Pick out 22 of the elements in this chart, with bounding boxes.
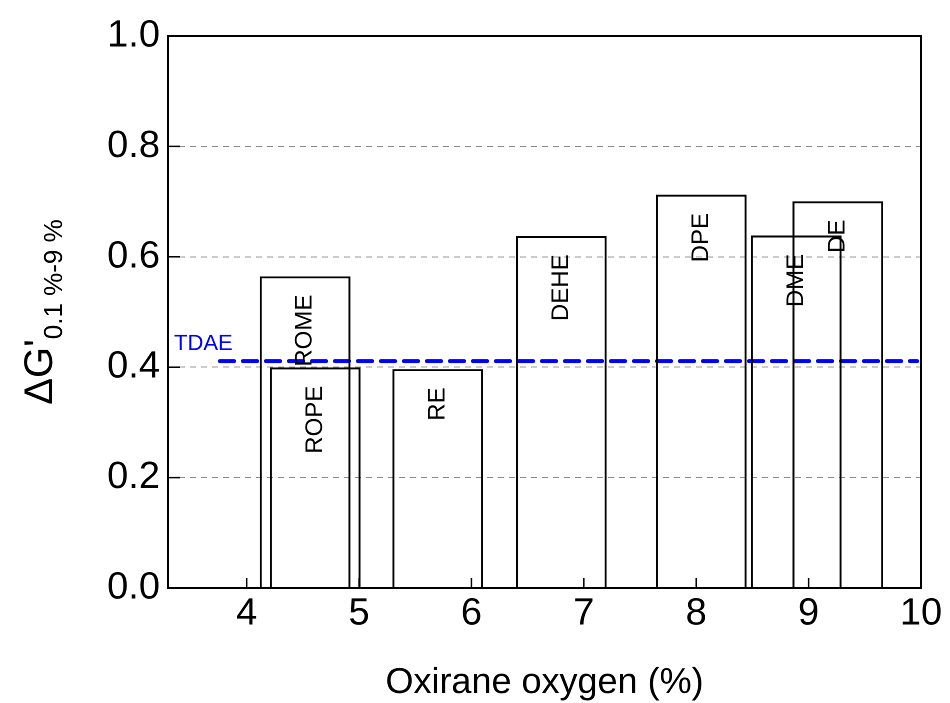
y-tick-label: 0.8 bbox=[107, 124, 160, 166]
annotation: ROME bbox=[290, 294, 318, 367]
annotation: DPE bbox=[686, 212, 714, 262]
annotation: DE bbox=[823, 220, 850, 253]
x-tick-label: 10 bbox=[900, 591, 942, 634]
annotation: ROPE bbox=[300, 386, 328, 454]
ref-line-label: TDAE bbox=[174, 330, 233, 356]
y-tick-label: 0.2 bbox=[107, 455, 160, 498]
x-tick-label: 6 bbox=[460, 591, 482, 634]
y-tick-label: 0.4 bbox=[107, 344, 160, 387]
x-tick-label: 8 bbox=[686, 591, 707, 634]
annotation: DEHE bbox=[546, 254, 574, 322]
x-axis-title: Oxirane oxygen (%) bbox=[385, 660, 704, 701]
x-tick-label: 5 bbox=[348, 591, 370, 634]
x-tick-label: 9 bbox=[798, 591, 820, 634]
y-tick-label: 0.0 bbox=[107, 565, 160, 608]
y-axis-title: ΔG'0.1 %-9 % bbox=[17, 219, 68, 405]
y-tick-label: 1.0 bbox=[107, 13, 160, 56]
x-tick-label: 4 bbox=[236, 591, 258, 634]
y-tick-label: 0.6 bbox=[107, 234, 160, 276]
annotation: RE bbox=[423, 387, 450, 421]
x-tick-label: 7 bbox=[573, 591, 594, 634]
